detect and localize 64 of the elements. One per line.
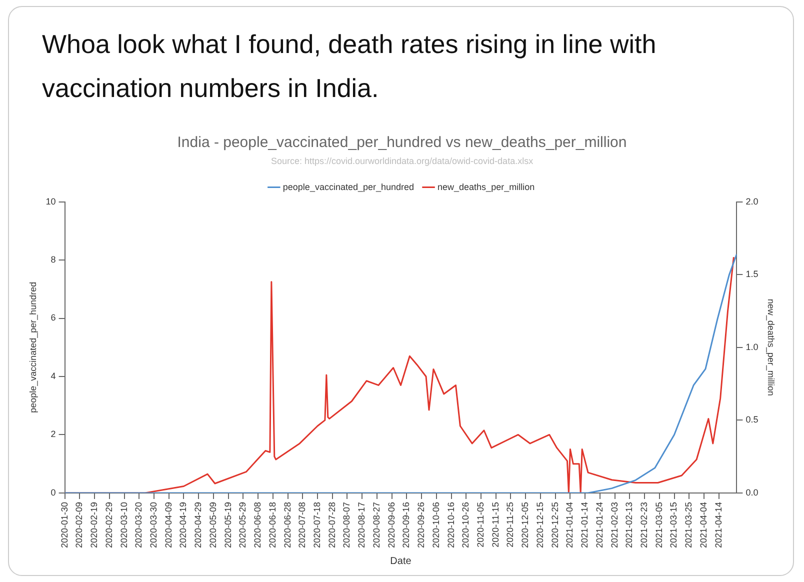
y2-tick-label: 2.0: [746, 196, 758, 206]
x-tick-label: 2020-04-09: [163, 502, 174, 548]
y-tick-label: 4: [50, 370, 56, 381]
x-tick-label: 2020-01-30: [59, 502, 70, 548]
x-tick-label: 2020-10-06: [430, 502, 441, 548]
x-tick-label: 2020-09-16: [401, 502, 412, 548]
x-tick-label: 2020-11-25: [505, 502, 516, 548]
x-tick-label: 2020-07-08: [297, 502, 308, 548]
chart-subtitle: India - people_vaccinated_per_hundred vs new_deaths_per_million: [177, 134, 627, 152]
source-note: Source: https://covid.ourworldindata.org/data/owid-covid-data.xlsx: [270, 156, 534, 166]
x-tick-label: 2020-02-09: [74, 502, 84, 548]
x-tick-label: 2020-10-16: [446, 502, 456, 548]
x-tick-label: 2020-04-29: [193, 502, 204, 548]
y-tick-label: 0: [50, 487, 56, 498]
x-tick-label: 2020-11-15: [490, 502, 500, 548]
y-tick-label: 8: [50, 254, 56, 265]
x-tick-label: 2021-03-15: [668, 502, 679, 548]
x-tick-label: 2020-05-29: [238, 502, 248, 548]
x-tick-label: 2021-01-04: [564, 502, 575, 548]
x-tick-label: 2020-09-26: [416, 502, 426, 548]
x-tick-label: 2020-11-05: [476, 502, 486, 548]
x-tick-label: 2020-12-05: [520, 502, 530, 548]
x-axis-title: Date: [390, 556, 412, 567]
x-tick-label: 2020-07-18: [312, 502, 322, 548]
x-tick-label: 2021-03-25: [684, 502, 694, 548]
legend-label: people_vaccinated_per_hundred: [282, 182, 414, 192]
x-tick-label: 2020-09-06: [386, 502, 396, 548]
x-tick-label: 2021-02-03: [609, 502, 620, 548]
x-tick-label: 2020-03-20: [134, 502, 144, 548]
x-tick-label: 2020-06-18: [267, 502, 278, 548]
x-tick-label: 2020-06-28: [282, 502, 292, 548]
x-tick-label: 2021-02-13: [624, 502, 634, 548]
x-tick-label: 2020-04-19: [178, 502, 188, 548]
x-tick-label: 2020-03-30: [148, 502, 158, 548]
x-tick-label: 2020-10-26: [460, 502, 471, 548]
y2-tick-label: 1.0: [746, 342, 758, 352]
y2-tick-label: 1.5: [746, 269, 758, 280]
x-tick-label: 2020-07-28: [326, 502, 337, 548]
x-tick-label: 2021-03-05: [654, 502, 664, 548]
x-tick-label: 2021-02-23: [639, 502, 650, 548]
x-tick-label: 2021-01-24: [594, 502, 604, 548]
chart-title: Whoa look what I found, death rates rising in line with vaccination numbers in India.: [42, 28, 658, 105]
x-tick-label: 2020-05-09: [208, 502, 218, 548]
x-tick-label: 2021-04-04: [698, 502, 708, 548]
x-tick-label: 2020-12-15: [534, 502, 545, 548]
x-tick-label: 2020-08-17: [356, 502, 367, 548]
x-tick-label: 2020-03-10: [118, 502, 129, 548]
x-tick-label: 2020-05-19: [222, 502, 233, 548]
y-axis-title: people_vaccinated_per_hundred: [28, 282, 38, 413]
x-tick-label: 2020-12-25: [550, 502, 560, 548]
y2-tick-label: 0.0: [746, 487, 758, 498]
y-tick-label: 6: [50, 312, 56, 323]
x-tick-label: 2021-04-14: [713, 502, 724, 548]
x-tick-label: 2020-02-29: [104, 502, 114, 548]
x-tick-label: 2021-01-14: [580, 502, 590, 548]
x-tick-label: 2020-08-27: [371, 502, 382, 548]
y-tick-label: 2: [50, 429, 56, 440]
x-tick-label: 2020-02-19: [89, 502, 100, 548]
x-tick-label: 2020-08-07: [342, 502, 352, 548]
y2-axis-title: new_deaths_per_million: [766, 298, 776, 396]
x-tick-label: 2020-06-08: [252, 502, 263, 548]
y-tick-label: 10: [46, 196, 56, 206]
y2-tick-label: 0.5: [746, 414, 758, 425]
legend-label: new_deaths_per_million: [438, 182, 535, 192]
